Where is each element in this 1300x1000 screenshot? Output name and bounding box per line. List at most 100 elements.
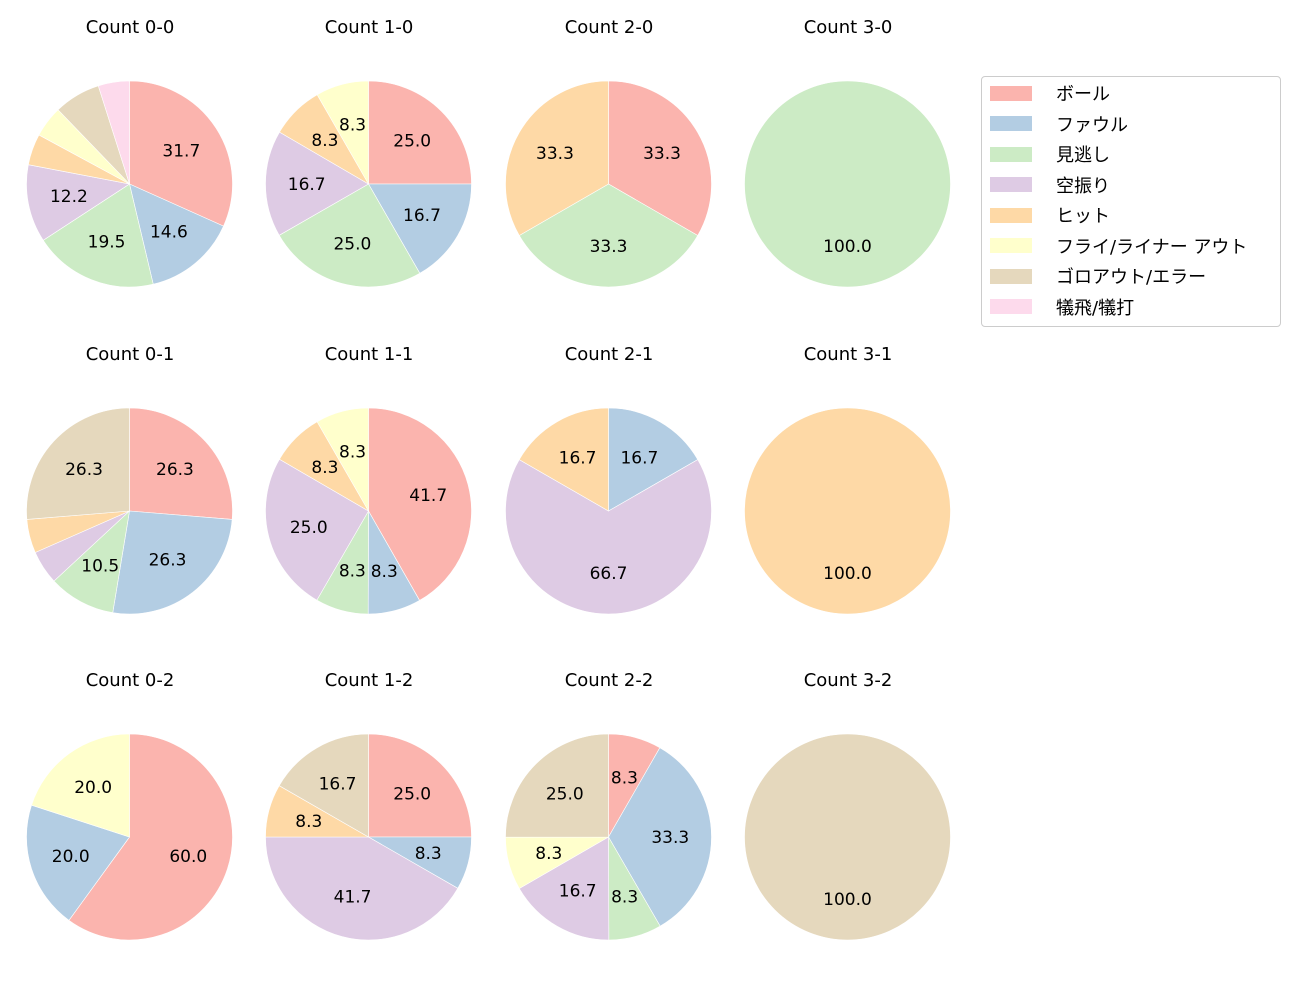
pie-panel: Count 1-1 41.7 8.3 8.3 25.0 8.3 8.3 (249, 327, 489, 647)
slice-label: 20.0 (52, 847, 90, 867)
legend-label: フライ/ライナー アウト (1056, 236, 1248, 258)
legend-label: ヒット (1056, 206, 1110, 227)
legend-swatch (990, 268, 1032, 284)
legend-swatch (990, 85, 1032, 101)
slice-label: 10.5 (81, 556, 119, 576)
pie-slice (505, 459, 712, 615)
slice-label: 8.3 (535, 844, 562, 864)
panel-title: Count 1-2 (324, 670, 414, 691)
pie-slice (505, 733, 609, 838)
slice-label: 14.6 (150, 223, 188, 243)
pie-panel: Count 2-1 16.7 66.7 16.7 (489, 327, 729, 647)
slice-label: 16.7 (620, 448, 658, 468)
slice-label: 8.3 (611, 888, 638, 908)
legend-item-called-strike: 見逃し (990, 142, 1110, 166)
panel-title: Count 1-1 (324, 344, 414, 365)
slice-label: 25.0 (333, 235, 371, 255)
panel-title: Count 2-2 (564, 670, 654, 691)
legend-item-fly-liner-out: フライ/ライナー アウト (990, 234, 1247, 258)
pie-slice (53, 510, 130, 613)
pie-panel: Count 3-2 100.0 (728, 653, 968, 973)
pie-slice (265, 458, 369, 601)
slice-label: 100.0 (823, 564, 872, 584)
slice-label: 100.0 (823, 890, 872, 910)
panel-title: Count 3-2 (803, 670, 893, 691)
panel-title: Count 2-1 (564, 344, 654, 365)
legend-label: 犠飛/犠打 (1056, 297, 1135, 319)
slice-label: 26.3 (65, 460, 103, 480)
pie-chart: 8.3 33.3 8.3 16.7 8.3 25.0 (505, 733, 712, 941)
pie-slice (278, 183, 421, 288)
slice-label: 16.7 (559, 448, 597, 468)
pie-slice (97, 80, 130, 185)
pie-panel: Count 0-2 60.0 20.0 20.0 (10, 653, 250, 973)
slice-label: 8.3 (311, 458, 338, 478)
pie-chart: 33.3 33.3 33.3 (505, 80, 712, 288)
pie-slice (26, 407, 130, 520)
pie-panel: Count 2-2 8.3 33.3 8.3 16.7 8.3 25.0 (489, 653, 729, 973)
pie-panel: Count 2-0 33.3 33.3 33.3 (489, 0, 729, 320)
slice-label: 26.3 (149, 551, 187, 571)
slice-label: 33.3 (536, 144, 574, 164)
pie-chart: 100.0 (744, 733, 951, 941)
pie-panel: Count 3-0 100.0 (728, 0, 968, 320)
pie-slice (265, 836, 459, 941)
pie-chart: 60.0 20.0 20.0 (26, 733, 233, 941)
slice-label: 33.3 (651, 828, 689, 848)
slice-label: 19.5 (88, 232, 126, 252)
pie-slice (518, 407, 609, 512)
pie-chart: 100.0 (744, 407, 951, 615)
legend-swatch (990, 146, 1032, 162)
slice-label: 33.3 (643, 144, 681, 164)
slice-label: 25.0 (393, 131, 431, 151)
pie-chart: 25.0 8.3 41.7 8.3 16.7 (265, 733, 472, 941)
slice-label: 16.7 (288, 175, 326, 195)
legend-swatch (990, 299, 1032, 314)
legend-label: ファウル (1056, 114, 1128, 136)
slice-label: 20.0 (74, 778, 112, 798)
pie-slice (278, 733, 369, 838)
panel-title: Count 0-2 (85, 670, 175, 691)
slice-label: 60.0 (169, 847, 207, 867)
legend-item-ground-out-error: ゴロアウト/エラー (990, 264, 1206, 288)
legend-swatch (990, 238, 1032, 253)
legend-swatch (990, 116, 1032, 131)
panel-title: Count 2-0 (564, 17, 654, 38)
panel-title: Count 3-1 (803, 344, 893, 365)
slice-label: 8.3 (339, 562, 366, 582)
legend-swatch (990, 177, 1032, 192)
pie-slice (368, 407, 472, 601)
pie-slice (316, 80, 369, 186)
pie-slice (608, 747, 712, 927)
pie-slice (31, 733, 130, 838)
pie-chart: 41.78.38.325.08.38.3 (265, 407, 472, 615)
pie-slice (265, 131, 370, 236)
slice-label: 26.3 (156, 460, 194, 480)
pie-chart: 25.0 16.7 25.0 16.7 8.38.3 (265, 80, 472, 288)
pie-slice (368, 733, 472, 838)
legend-item-ball: ボール (990, 81, 1110, 105)
slice-label: 41.7 (334, 888, 372, 908)
slice-label: 8.3 (611, 768, 638, 788)
pie-panel: Count 3-1 100.0 (728, 327, 968, 647)
slice-label: 33.3 (590, 237, 628, 257)
pie-slice (608, 80, 712, 236)
pie-slice (129, 407, 233, 520)
legend-item-hit: ヒット (990, 203, 1110, 227)
slice-label: 25.0 (290, 518, 328, 538)
slice-label: 41.7 (409, 486, 447, 506)
pie-chart: 31.7 14.6 19.5 12.2 (26, 80, 233, 288)
pie-slice (316, 407, 369, 513)
pie-slice (744, 80, 951, 288)
slice-label: 8.3 (371, 562, 398, 582)
legend-swatch (990, 207, 1032, 223)
pie-slice (129, 183, 224, 285)
pie-slice (608, 407, 699, 512)
pie-panel: Count 1-2 25.0 8.3 41.7 8.3 16.7 (249, 653, 489, 973)
slice-label: 16.7 (403, 206, 441, 226)
pie-slice (744, 733, 951, 941)
legend-label: 見逃し (1056, 145, 1110, 166)
legend-item-sacrifice: 犠飛/犠打 (990, 295, 1134, 319)
slice-label: 12.2 (50, 187, 88, 207)
legend-item-swinging-strike: 空振り (990, 173, 1110, 197)
